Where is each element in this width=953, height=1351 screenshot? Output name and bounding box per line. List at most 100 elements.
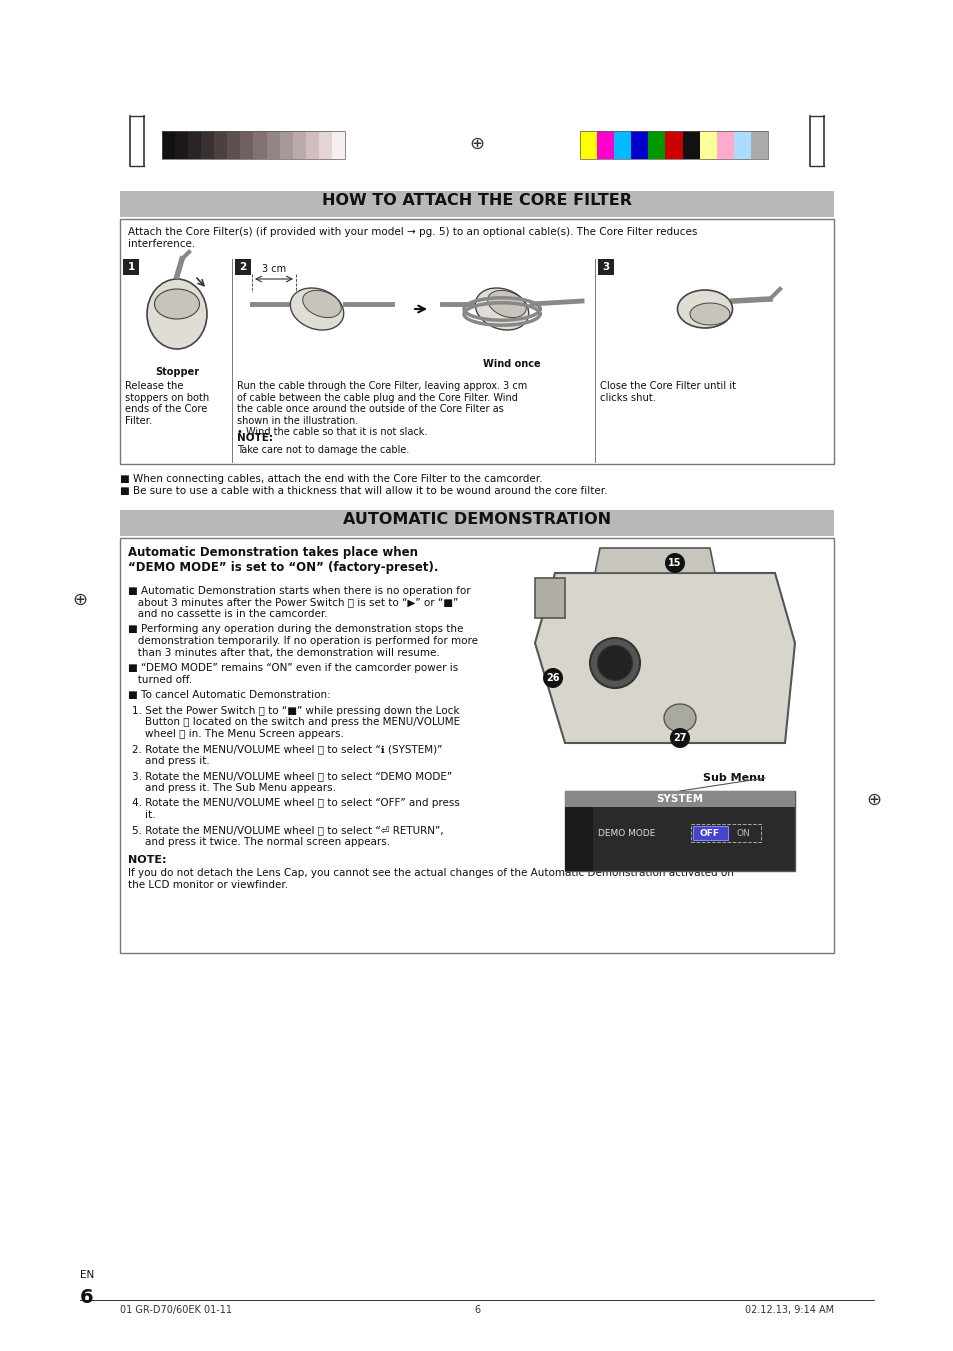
Text: SYSTEM: SYSTEM xyxy=(656,794,702,804)
Text: ■ When connecting cables, attach the end with the Core Filter to the camcorder.: ■ When connecting cables, attach the end… xyxy=(120,474,542,484)
Text: DEMO MODE: DEMO MODE xyxy=(598,830,655,839)
Text: 01 GR-D70/60EK 01-11: 01 GR-D70/60EK 01-11 xyxy=(120,1305,232,1315)
Text: 27: 27 xyxy=(673,734,686,743)
Text: 6: 6 xyxy=(80,1288,93,1306)
Bar xyxy=(631,131,648,159)
Ellipse shape xyxy=(597,646,632,681)
Bar xyxy=(692,825,727,840)
Text: ⊕: ⊕ xyxy=(72,590,88,609)
Bar xyxy=(306,131,318,159)
Bar xyxy=(564,807,593,871)
Bar xyxy=(188,131,201,159)
Text: Automatic Demonstration takes place when
“DEMO MODE” is set to “ON” (factory-pre: Automatic Demonstration takes place when… xyxy=(128,546,438,574)
Text: 4. Rotate the MENU/VOLUME wheel ⓘ to select “OFF” and press
    it.: 4. Rotate the MENU/VOLUME wheel ⓘ to sel… xyxy=(132,798,459,820)
Text: NOTE:: NOTE: xyxy=(236,434,273,443)
Circle shape xyxy=(542,667,562,688)
Text: 2: 2 xyxy=(239,262,247,272)
Text: ■ Be sure to use a cable with a thickness that will allow it to be wound around : ■ Be sure to use a cable with a thicknes… xyxy=(120,486,607,496)
Text: Close the Core Filter until it
clicks shut.: Close the Core Filter until it clicks sh… xyxy=(599,381,735,403)
Text: ⊕: ⊕ xyxy=(469,135,484,153)
Text: 15: 15 xyxy=(667,558,681,567)
Bar xyxy=(214,131,227,159)
Bar xyxy=(279,131,293,159)
Bar xyxy=(227,131,240,159)
Text: ■ Performing any operation during the demonstration stops the
   demonstration t: ■ Performing any operation during the de… xyxy=(128,624,477,658)
Text: 3 cm: 3 cm xyxy=(262,263,286,274)
Ellipse shape xyxy=(589,638,639,688)
Bar xyxy=(162,131,175,159)
Text: ■ Automatic Demonstration starts when there is no operation for
   about 3 minut: ■ Automatic Demonstration starts when th… xyxy=(128,586,470,619)
Ellipse shape xyxy=(487,290,526,317)
Text: 1. Set the Power Switch ⓶ to “■” while pressing down the Lock
    Button ⓧ locat: 1. Set the Power Switch ⓶ to “■” while p… xyxy=(132,705,459,739)
Text: NOTE:: NOTE: xyxy=(128,855,167,865)
Bar xyxy=(120,219,833,463)
Ellipse shape xyxy=(147,280,207,349)
Bar xyxy=(750,131,767,159)
Bar xyxy=(535,578,564,617)
Ellipse shape xyxy=(689,303,729,326)
Bar xyxy=(318,131,332,159)
Text: Wind once: Wind once xyxy=(482,359,540,369)
Bar xyxy=(564,790,794,871)
Text: ON: ON xyxy=(736,828,749,838)
Text: Release the
stoppers on both
ends of the Core
Filter.: Release the stoppers on both ends of the… xyxy=(125,381,209,426)
Text: Take care not to damage the cable.: Take care not to damage the cable. xyxy=(236,444,409,455)
Text: 1: 1 xyxy=(128,262,134,272)
Text: 02.12.13, 9:14 AM: 02.12.13, 9:14 AM xyxy=(744,1305,833,1315)
Text: Stopper: Stopper xyxy=(154,367,199,377)
Ellipse shape xyxy=(663,704,696,732)
Bar xyxy=(598,259,614,276)
Bar xyxy=(120,538,833,952)
Bar xyxy=(253,131,266,159)
Bar xyxy=(332,131,345,159)
Text: ■ “DEMO MODE” remains “ON” even if the camcorder power is
   turned off.: ■ “DEMO MODE” remains “ON” even if the c… xyxy=(128,663,457,685)
Bar xyxy=(120,509,833,536)
Ellipse shape xyxy=(475,288,528,330)
Ellipse shape xyxy=(302,290,341,317)
Bar xyxy=(240,131,253,159)
Bar xyxy=(681,131,699,159)
Circle shape xyxy=(664,553,684,573)
Bar xyxy=(699,131,716,159)
Text: HOW TO ATTACH THE CORE FILTER: HOW TO ATTACH THE CORE FILTER xyxy=(322,193,631,208)
Bar xyxy=(175,131,188,159)
Text: ■ To cancel Automatic Demonstration:: ■ To cancel Automatic Demonstration: xyxy=(128,690,331,700)
Bar xyxy=(564,790,794,807)
Text: AUTOMATIC DEMONSTRATION: AUTOMATIC DEMONSTRATION xyxy=(342,512,611,527)
Text: Attach the Core Filter(s) (if provided with your model → pg. 5) to an optional c: Attach the Core Filter(s) (if provided w… xyxy=(128,227,697,249)
Bar xyxy=(665,131,681,159)
Ellipse shape xyxy=(290,288,343,330)
Bar xyxy=(614,131,631,159)
Text: Sub Menu: Sub Menu xyxy=(702,773,764,784)
Ellipse shape xyxy=(677,290,732,328)
Text: 3. Rotate the MENU/VOLUME wheel ⓘ to select “DEMO MODE”
    and press it. The Su: 3. Rotate the MENU/VOLUME wheel ⓘ to sel… xyxy=(132,771,452,793)
Text: 26: 26 xyxy=(546,673,559,684)
Bar xyxy=(120,190,833,218)
Text: 3: 3 xyxy=(601,262,609,272)
Circle shape xyxy=(669,728,689,748)
Polygon shape xyxy=(535,573,794,743)
Text: 5. Rotate the MENU/VOLUME wheel ⓘ to select “⏎ RETURN”,
    and press it twice. : 5. Rotate the MENU/VOLUME wheel ⓘ to sel… xyxy=(132,825,443,847)
Bar xyxy=(266,131,279,159)
Ellipse shape xyxy=(154,289,199,319)
Polygon shape xyxy=(595,549,714,573)
Text: EN: EN xyxy=(80,1270,94,1279)
Bar xyxy=(733,131,750,159)
Bar xyxy=(579,131,597,159)
Text: ⊕: ⊕ xyxy=(865,790,881,809)
Text: 2. Rotate the MENU/VOLUME wheel ⓘ to select “ℹ (SYSTEM)”
    and press it.: 2. Rotate the MENU/VOLUME wheel ⓘ to sel… xyxy=(132,744,442,766)
Bar xyxy=(690,824,760,842)
Text: OFF: OFF xyxy=(700,828,720,838)
Bar xyxy=(162,131,345,159)
Text: Run the cable through the Core Filter, leaving approx. 3 cm
of cable between the: Run the cable through the Core Filter, l… xyxy=(236,381,527,438)
Bar xyxy=(597,131,614,159)
Text: 6: 6 xyxy=(474,1305,479,1315)
Bar xyxy=(579,131,767,159)
Bar xyxy=(234,259,251,276)
Text: If you do not detach the Lens Cap, you cannot see the actual changes of the Auto: If you do not detach the Lens Cap, you c… xyxy=(128,867,733,889)
Bar xyxy=(293,131,306,159)
Bar xyxy=(201,131,214,159)
Bar xyxy=(123,259,139,276)
Bar xyxy=(716,131,733,159)
Bar xyxy=(648,131,665,159)
